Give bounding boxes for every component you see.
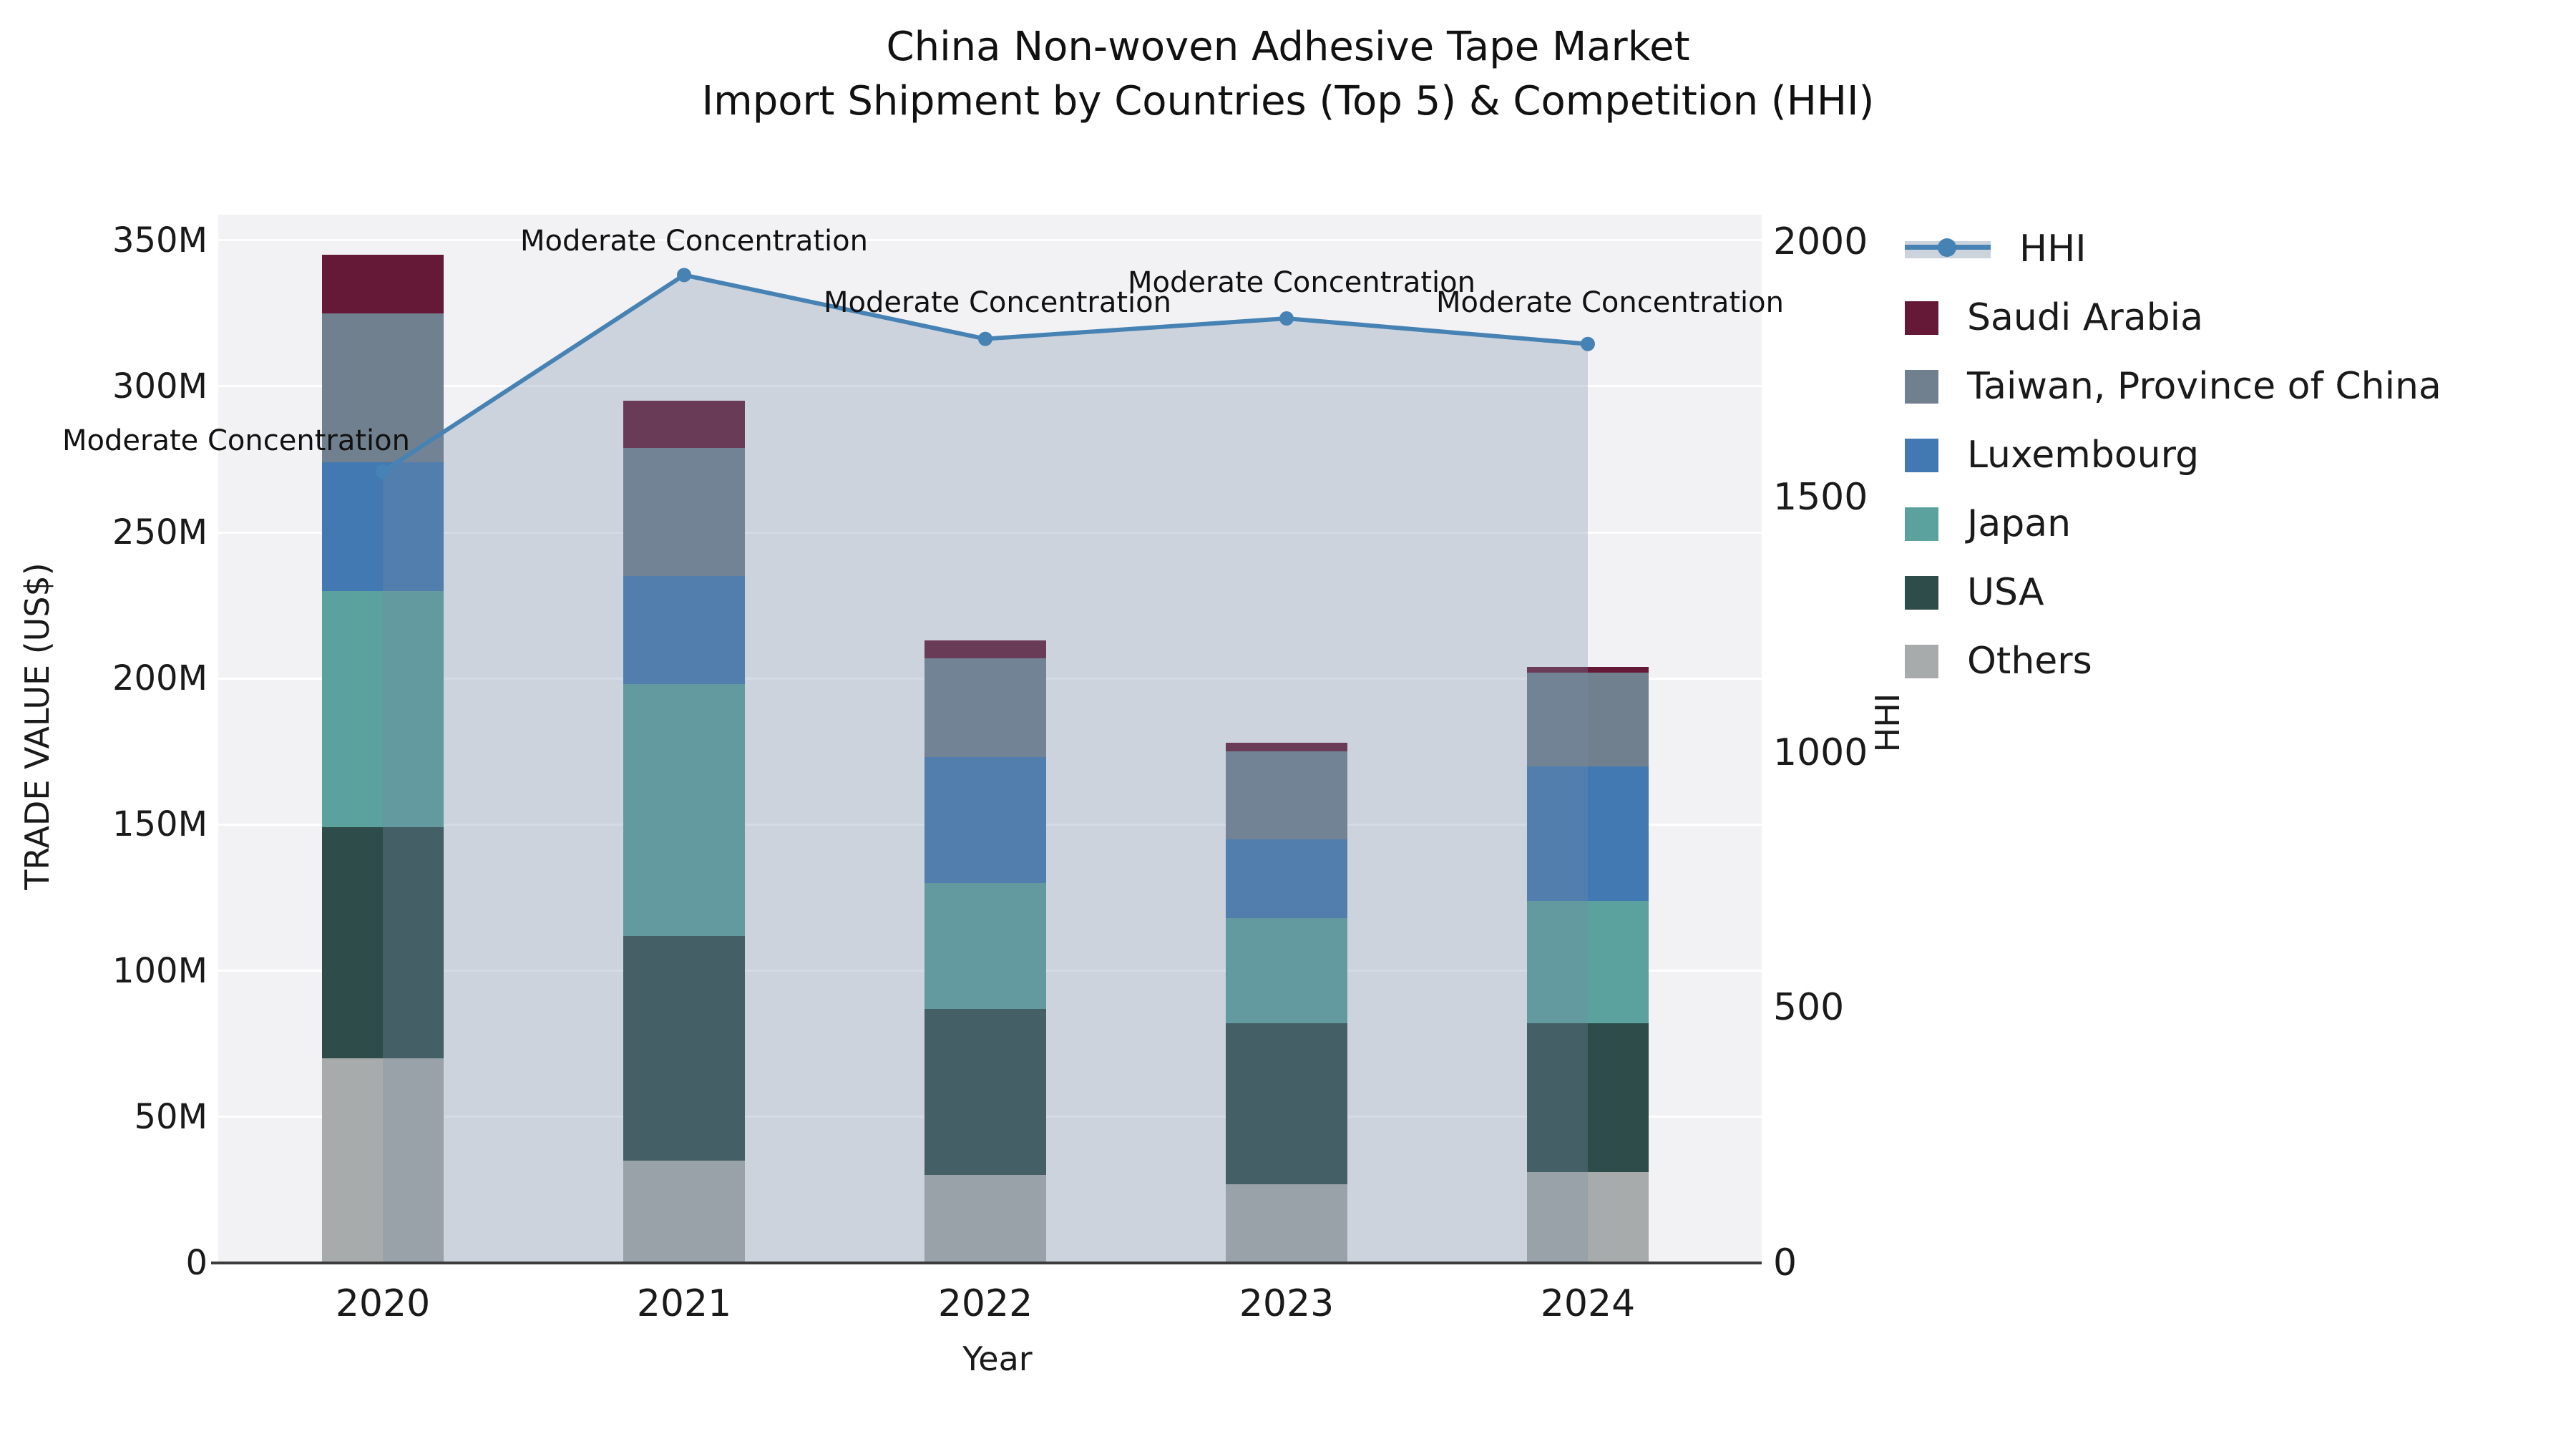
bar-segment-saudi-arabia-2022: [924, 640, 1046, 658]
y-left-tick-350M: 350M: [112, 220, 208, 260]
bar-segment-usa-2023: [1226, 1023, 1347, 1184]
legend-label-taiwan: Taiwan, Province of China: [1967, 365, 2441, 408]
gridline: [218, 531, 1762, 534]
hhi-marker-2020: [376, 464, 390, 479]
y-left-tick-150M: 150M: [112, 804, 208, 845]
legend-row-saudi-arabia: Saudi Arabia: [1905, 296, 2441, 339]
bar-segment-taiwan-province-of-china-2022: [924, 658, 1046, 758]
bar-segment-saudi-arabia-2021: [623, 401, 745, 448]
hhi-marker-2024: [1581, 336, 1595, 351]
others-swatch-icon: [1905, 644, 1938, 678]
bar-segment-luxembourg-2024: [1527, 766, 1649, 901]
hhi-marker-icon: [1938, 238, 1956, 257]
y-left-tick-200M: 200M: [112, 658, 208, 699]
hhi-line-swatch-icon: [1905, 233, 1991, 266]
legend-label-japan: Japan: [1967, 502, 2072, 545]
bar-segment-saudi-arabia-2020: [322, 255, 444, 313]
bar-segment-usa-2024: [1527, 1023, 1649, 1173]
usa-swatch-icon: [1905, 575, 1938, 610]
chart-title-block: China Non-woven Adhesive Tape Market Imp…: [0, 20, 2576, 128]
bar-segment-luxembourg-2020: [322, 462, 444, 591]
legend-row-usa: USA: [1905, 571, 2441, 614]
y-left-tick-50M: 50M: [134, 1096, 208, 1137]
legend-label-luxembourg: Luxembourg: [1967, 434, 2200, 477]
bar-segment-taiwan-province-of-china-2020: [322, 313, 444, 462]
legend-row-others: Others: [1905, 640, 2441, 683]
annotation-2024: Moderate Concentration: [1436, 286, 1784, 319]
x-axis-title: Year: [962, 1340, 1033, 1378]
annotation-2022: Moderate Concentration: [824, 286, 1171, 319]
bar-segment-japan-2021: [623, 684, 745, 936]
annotation-2023: Moderate Concentration: [1128, 266, 1475, 300]
legend-row-luxembourg: Luxembourg: [1905, 434, 2441, 477]
bar-segment-others-2023: [1226, 1184, 1347, 1263]
chart-title-line1: China Non-woven Adhesive Tape Market: [886, 24, 1690, 70]
legend-row-taiwan: Taiwan, Province of China: [1905, 365, 2441, 408]
japan-swatch-icon: [1905, 507, 1938, 541]
legend-label-usa: USA: [1967, 571, 2044, 614]
y-left-tick-300M: 300M: [112, 366, 208, 406]
bar-segment-luxembourg-2021: [623, 576, 745, 685]
x-tick-2022: 2022: [937, 1282, 1033, 1325]
y-left-tick-250M: 250M: [112, 512, 208, 552]
bar-segment-japan-2024: [1527, 900, 1649, 1024]
legend-label-hhi: HHI: [2019, 228, 2087, 270]
y-right-tick-1000: 1000: [1773, 731, 1868, 774]
legend-row-japan: Japan: [1905, 502, 2441, 545]
annotation-2020: Moderate Concentration: [62, 424, 410, 458]
bar-segment-taiwan-province-of-china-2023: [1226, 751, 1347, 839]
x-tick-2020: 2020: [335, 1282, 431, 1325]
bar-segment-luxembourg-2023: [1226, 839, 1347, 919]
y-left-tick-0: 0: [185, 1243, 208, 1283]
y-axis-title-right: HHI: [1868, 693, 1907, 753]
gridline: [218, 385, 1762, 388]
legend: HHI Saudi Arabia Taiwan, Province of Chi…: [1905, 228, 2441, 683]
bar-segment-taiwan-province-of-china-2024: [1527, 673, 1649, 766]
bar-segment-others-2021: [623, 1161, 745, 1263]
y-right-tick-0: 0: [1773, 1241, 1797, 1284]
bar-segment-japan-2023: [1226, 918, 1347, 1024]
bar-segment-saudi-arabia-2023: [1226, 743, 1347, 752]
bar-segment-others-2024: [1527, 1172, 1649, 1263]
gridline: [218, 239, 1762, 242]
hhi-marker-2022: [978, 331, 992, 346]
legend-label-others: Others: [1967, 640, 2092, 683]
bar-segment-japan-2022: [924, 883, 1046, 1009]
y-left-tick-100M: 100M: [112, 950, 208, 991]
x-tick-2023: 2023: [1239, 1282, 1335, 1325]
bar-segment-taiwan-province-of-china-2021: [623, 447, 745, 577]
bar-segment-usa-2020: [322, 827, 444, 1059]
y-axis-title-left: TRADE VALUE (US$): [18, 562, 57, 890]
y-right-tick-500: 500: [1773, 986, 1845, 1030]
chart-title-line2: Import Shipment by Countries (Top 5) & C…: [701, 77, 1875, 125]
bar-segment-saudi-arabia-2024: [1527, 666, 1649, 673]
taiwan-swatch-icon: [1905, 369, 1938, 404]
legend-label-saudi-arabia: Saudi Arabia: [1967, 296, 2203, 339]
y-right-tick-2000: 2000: [1773, 220, 1868, 263]
x-axis-spine: [211, 1262, 1762, 1264]
bar-segment-others-2022: [924, 1175, 1046, 1263]
legend-row-hhi: HHI: [1905, 228, 2441, 270]
luxembourg-swatch-icon: [1905, 438, 1938, 472]
x-tick-2021: 2021: [636, 1282, 732, 1325]
bar-segment-luxembourg-2022: [924, 757, 1046, 884]
saudi-arabia-swatch-icon: [1905, 301, 1938, 335]
bar-segment-usa-2021: [623, 935, 745, 1161]
bar-segment-others-2020: [322, 1058, 444, 1263]
x-tick-2024: 2024: [1540, 1282, 1636, 1325]
hhi-marker-2023: [1279, 311, 1294, 326]
hhi-area-fill: [383, 275, 1588, 1264]
hhi-marker-2021: [677, 268, 691, 283]
bar-segment-japan-2020: [322, 590, 444, 828]
y-right-tick-1500: 1500: [1773, 475, 1868, 519]
annotation-2021: Moderate Concentration: [520, 225, 868, 258]
bar-segment-usa-2022: [924, 1008, 1046, 1176]
